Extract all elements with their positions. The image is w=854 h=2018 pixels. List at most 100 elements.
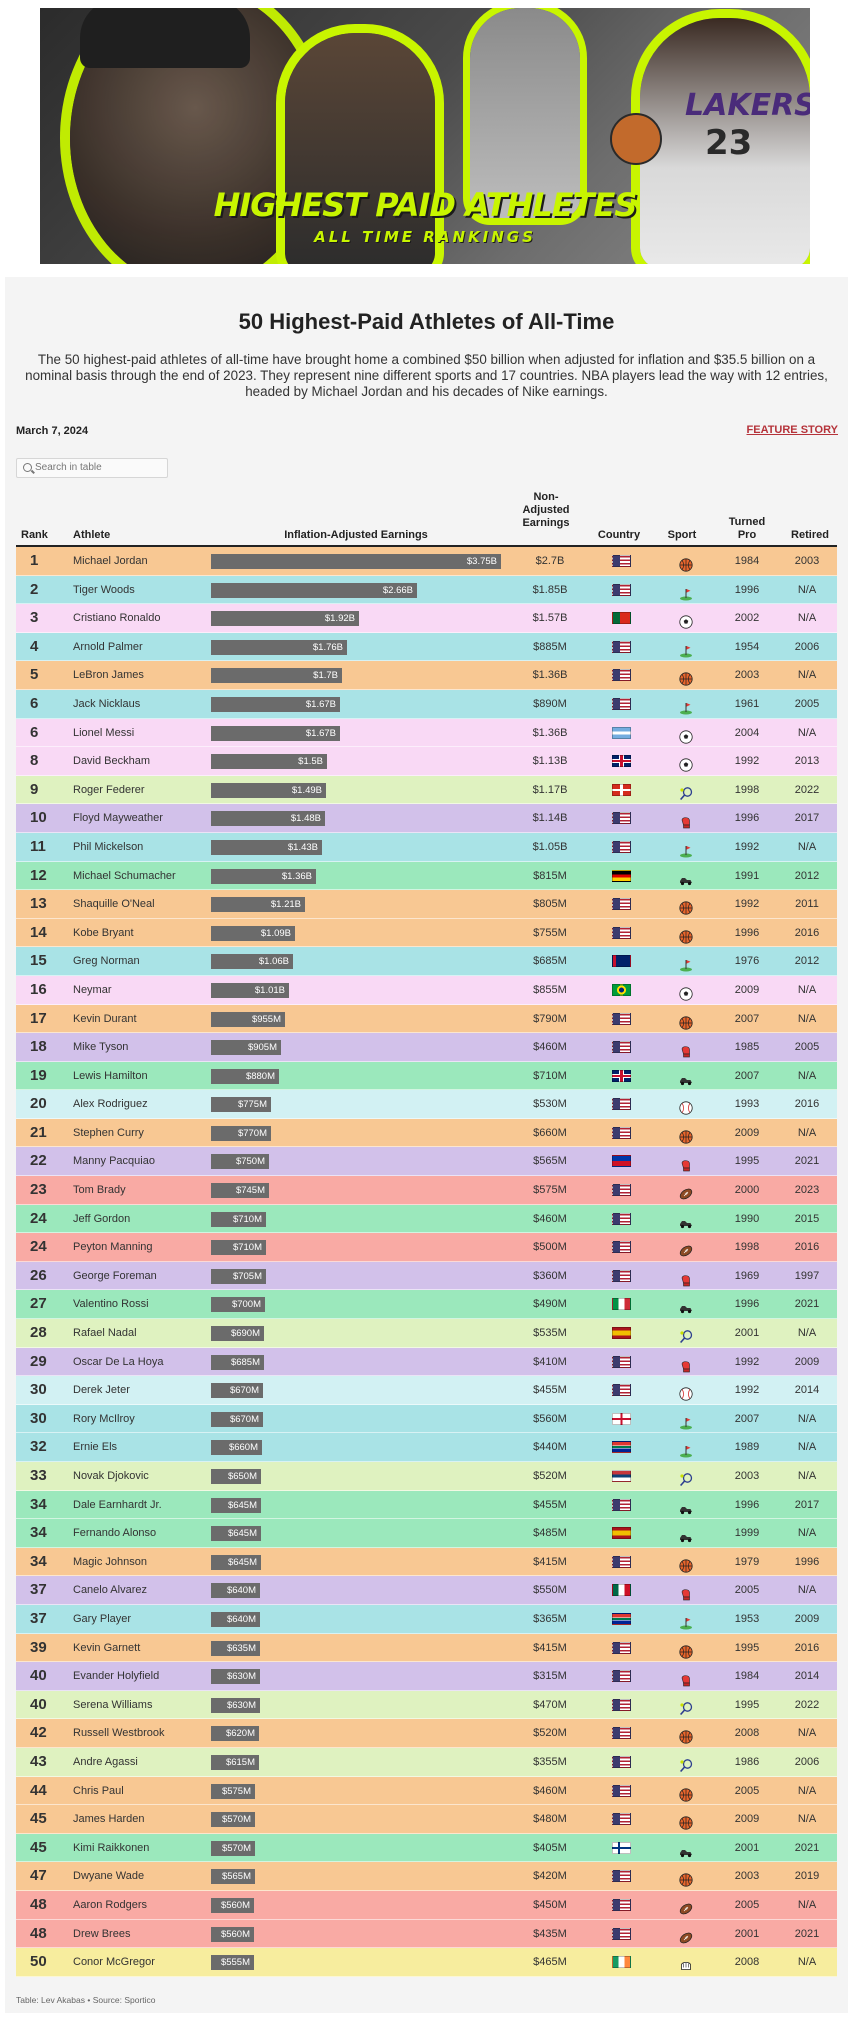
non-adjusted-earnings: $1.05B — [532, 840, 568, 853]
athlete-name: Tom Brady — [73, 1184, 126, 1197]
turned-pro-year: 2003 — [734, 669, 760, 682]
sport-cell — [679, 776, 697, 804]
athlete-name: Russell Westbrook — [73, 1727, 165, 1740]
retired-year: 2022 — [794, 783, 820, 796]
earnings-bar-cell: $745M — [211, 1176, 501, 1204]
feature-story-link[interactable]: FEATURE STORY — [746, 424, 838, 436]
earnings-bar — [211, 1955, 254, 1971]
retired-year: N/A — [797, 1412, 817, 1425]
column-header-sport[interactable]: Sport — [667, 529, 697, 541]
non-adjusted-earnings: $2.7B — [535, 555, 565, 567]
racing-icon — [679, 1498, 693, 1514]
sport-cell — [679, 1348, 697, 1376]
sport-cell — [679, 1405, 697, 1433]
sport-cell — [679, 576, 697, 604]
flag-united-states-icon — [612, 1870, 631, 1883]
earnings-bar-cell: $685M — [211, 1348, 501, 1376]
non-adjusted-earnings: $855M — [533, 983, 567, 996]
table-row: 19 Lewis Hamilton $880M $710M 2007 N/A — [16, 1061, 837, 1091]
column-header-turned-pro[interactable]: Turned Pro — [728, 516, 766, 541]
flag-united-kingdom-icon — [612, 1069, 631, 1082]
golf-icon — [679, 840, 693, 858]
table-row: 39 Kevin Garnett $635M $415M 1995 2016 — [16, 1633, 837, 1663]
table-row: 24 Peyton Manning $710M $500M 1998 2016 — [16, 1233, 837, 1262]
earnings-bar-label: $1.92B — [324, 613, 355, 625]
non-adjusted-earnings: $440M — [533, 1441, 567, 1454]
rank-cell: 43 — [30, 1752, 47, 1770]
racing-icon — [679, 869, 693, 885]
country-cell — [612, 1033, 631, 1061]
sport-cell — [679, 976, 697, 1004]
earnings-bar — [211, 839, 322, 855]
column-header-rank[interactable]: Rank — [21, 529, 48, 541]
turned-pro-year: 2001 — [734, 1327, 760, 1340]
country-cell — [612, 719, 631, 747]
turned-pro-year: 1990 — [734, 1212, 760, 1225]
table-row: 47 Dwyane Wade $565M $420M 2003 2019 — [16, 1862, 837, 1891]
basketball-icon — [679, 1726, 693, 1744]
search-input[interactable] — [35, 460, 160, 475]
table-row: 13 Shaquille O'Neal $1.21B $805M 1992 2011 — [16, 890, 837, 919]
non-adjusted-earnings: $410M — [533, 1355, 567, 1368]
athlete-name: Dwyane Wade — [73, 1870, 145, 1883]
earnings-bar-cell: $1.49B — [211, 776, 501, 804]
earnings-bar-cell: $1.92B — [211, 604, 501, 632]
sport-cell — [679, 1376, 697, 1404]
turned-pro-year: 2005 — [734, 1898, 760, 1911]
table-row: 21 Stephen Curry $770M $660M 2009 N/A — [16, 1118, 837, 1148]
table-row: 11 Phil Mickelson $1.43B $1.05B 1992 N/A — [16, 832, 837, 862]
earnings-bar-cell: $1.67B — [211, 719, 501, 747]
sport-cell — [679, 747, 697, 775]
turned-pro-year: 1999 — [734, 1527, 760, 1540]
country-cell — [612, 690, 631, 718]
tennis-icon — [679, 1698, 693, 1715]
turned-pro-year: 2009 — [734, 983, 760, 996]
baseball-icon — [679, 1383, 693, 1401]
athlete-name: Tiger Woods — [73, 583, 135, 596]
column-header-non-adjusted[interactable]: Non- Adjusted Earnings — [522, 491, 570, 529]
earnings-bar — [211, 1440, 262, 1456]
mma-icon — [679, 1955, 693, 1970]
retired-year: 2005 — [794, 1041, 820, 1054]
retired-year: N/A — [797, 1012, 817, 1025]
flag-united-states-icon — [612, 1212, 631, 1225]
country-cell — [612, 1462, 631, 1490]
flag-united-states-icon — [612, 1041, 631, 1054]
earnings-bar-cell: $3.75B — [211, 547, 501, 575]
earnings-bar-cell: $1.48B — [211, 804, 501, 832]
non-adjusted-earnings: $1.57B — [532, 612, 568, 625]
hero-subtitle: ALL TIME RANKINGS — [314, 228, 536, 246]
retired-year: 2009 — [794, 1612, 820, 1625]
flag-united-states-icon — [612, 926, 631, 939]
non-adjusted-earnings: $480M — [533, 1813, 567, 1826]
column-header-country[interactable]: Country — [597, 529, 641, 541]
sport-cell — [679, 1862, 697, 1890]
earnings-bar-label: $1.21B — [270, 899, 301, 911]
search-box[interactable] — [16, 458, 168, 478]
earnings-bar-cell: $2.66B — [211, 576, 501, 604]
flag-australia-icon — [612, 955, 631, 968]
turned-pro-year: 2005 — [734, 1784, 760, 1797]
cap-shape — [80, 8, 250, 68]
country-cell — [612, 1005, 631, 1033]
non-adjusted-earnings: $415M — [533, 1641, 567, 1654]
retired-year: 2016 — [794, 1241, 820, 1254]
non-adjusted-earnings: $460M — [533, 1041, 567, 1054]
rank-cell: 27 — [30, 1295, 47, 1313]
rank-cell: 17 — [30, 1009, 47, 1027]
earnings-bar-cell: $880M — [211, 1062, 501, 1090]
country-cell — [612, 1777, 631, 1805]
earnings-bar-label: $1.5B — [298, 756, 323, 768]
flag-united-states-icon — [612, 898, 631, 911]
earnings-bar — [211, 1697, 260, 1713]
column-header-retired[interactable]: Retired — [791, 529, 829, 541]
column-header-athlete[interactable]: Athlete — [73, 529, 111, 541]
retired-year: 2012 — [794, 955, 820, 968]
earnings-bar-cell: $565M — [211, 1862, 501, 1890]
earnings-bar-label: $775M — [237, 1099, 267, 1111]
table-row: 45 Kimi Raikkonen $570M $405M 2001 2021 — [16, 1833, 837, 1863]
non-adjusted-earnings: $660M — [533, 1126, 567, 1139]
earnings-bar-cell: $710M — [211, 1205, 501, 1233]
column-header-earnings[interactable]: Inflation-Adjusted Earnings — [284, 529, 428, 541]
tennis-icon — [679, 1755, 693, 1772]
